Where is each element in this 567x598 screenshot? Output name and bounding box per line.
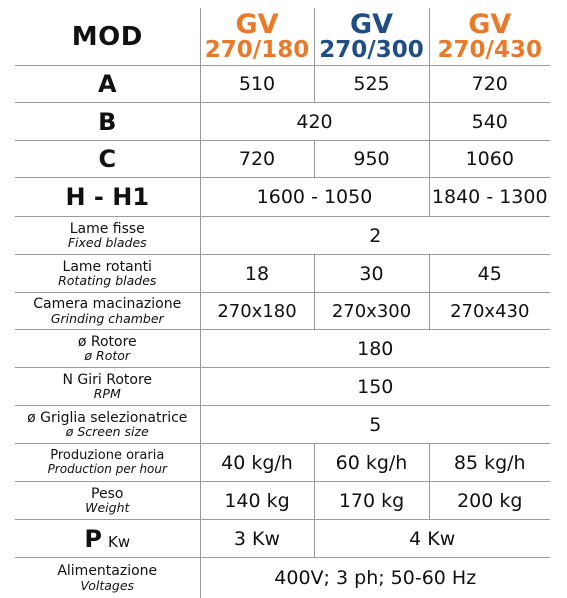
voltages-value: 400V; 3 ph; 50-60 Hz [274, 567, 476, 589]
row-production: Produzione oraria Production per hour 40… [15, 444, 550, 482]
rotating-blades-value-2: 30 [359, 263, 383, 285]
row-rotating-blades: Lame rotanti Rotating blades 18 30 45 [15, 255, 550, 293]
row-c-label: C [98, 145, 116, 173]
model-1-size: 270/180 [201, 39, 314, 62]
row-rotor: ø Rotore ø Rotor 180 [15, 330, 550, 368]
fixed-blades-value: 2 [369, 225, 381, 247]
production-label-en: Production per hour [15, 463, 200, 476]
weight-label-it: Peso [15, 487, 200, 502]
screen-size-label-it: ø Griglia selezionatrice [15, 411, 200, 426]
row-voltages: Alimentazione Voltages 400V; 3 ph; 50-60… [15, 558, 550, 598]
row-c-value-2: 950 [353, 148, 389, 170]
weight-value-3: 200 kg [457, 490, 522, 512]
row-a-value-3: 720 [472, 73, 508, 95]
rotor-label-en: ø Rotor [15, 349, 200, 362]
model-2-size: 270/300 [315, 39, 429, 62]
rotor-value: 180 [357, 338, 393, 360]
production-value-2: 60 kg/h [336, 452, 408, 474]
grinding-chamber-label-it: Camera macinazione [15, 297, 200, 312]
grinding-chamber-label-en: Grinding chamber [15, 312, 200, 325]
weight-label-en: Weight [15, 501, 200, 514]
production-value-1: 40 kg/h [221, 452, 293, 474]
header-row: MOD GV 270/180 GV 270/300 GV 270/430 [15, 8, 550, 66]
spec-table: MOD GV 270/180 GV 270/300 GV 270/430 A 5… [15, 8, 550, 598]
rpm-label-it: N Giri Rotore [15, 373, 200, 388]
row-h: H - H1 1600 - 1050 1840 - 1300 [15, 178, 550, 217]
model-header-3: GV 270/430 [429, 8, 550, 66]
power-value-shared: 4 Kw [409, 528, 455, 550]
row-fixed-blades: Lame fisse Fixed blades 2 [15, 217, 550, 255]
row-power: P Kw 3 Kw 4 Kw [15, 520, 550, 558]
power-unit: Kw [108, 533, 130, 551]
voltages-label-en: Voltages [15, 579, 200, 592]
mod-label: MOD [72, 22, 143, 52]
model-3-name: GV [430, 11, 551, 38]
row-c: C 720 950 1060 [15, 141, 550, 178]
grinding-chamber-value-3: 270x430 [450, 301, 529, 322]
row-a-label: A [98, 70, 117, 98]
mod-header-cell: MOD [15, 8, 200, 66]
grinding-chamber-value-1: 270x180 [217, 301, 296, 322]
row-a-value-1: 510 [239, 73, 275, 95]
screen-size-value: 5 [369, 414, 381, 436]
row-b: B 420 540 [15, 103, 550, 141]
row-h-label: H - H1 [65, 183, 149, 211]
production-value-3: 85 kg/h [454, 452, 526, 474]
row-rpm: N Giri Rotore RPM 150 [15, 368, 550, 406]
row-h-value-3: 1840 - 1300 [432, 186, 548, 208]
power-label: P [84, 525, 102, 553]
row-c-value-3: 1060 [466, 148, 514, 170]
production-label-it: Produzione oraria [15, 449, 200, 463]
voltages-label-it: Alimentazione [15, 564, 200, 579]
rotating-blades-label-en: Rotating blades [15, 274, 200, 287]
row-b-value-3: 540 [472, 111, 508, 133]
weight-value-2: 170 kg [339, 490, 404, 512]
rotating-blades-label-it: Lame rotanti [15, 260, 200, 275]
fixed-blades-label-en: Fixed blades [15, 236, 200, 249]
rotating-blades-value-1: 18 [245, 263, 269, 285]
row-a: A 510 525 720 [15, 66, 550, 103]
row-grinding-chamber: Camera macinazione Grinding chamber 270x… [15, 293, 550, 330]
row-b-label: B [98, 108, 116, 136]
model-1-name: GV [201, 11, 314, 38]
model-header-2: GV 270/300 [314, 8, 429, 66]
row-c-value-1: 720 [239, 148, 275, 170]
row-screen-size: ø Griglia selezionatrice ø Screen size 5 [15, 406, 550, 444]
row-weight: Peso Weight 140 kg 170 kg 200 kg [15, 482, 550, 520]
model-2-name: GV [315, 11, 429, 38]
model-3-size: 270/430 [430, 39, 551, 62]
weight-value-1: 140 kg [224, 490, 289, 512]
model-header-1: GV 270/180 [200, 8, 314, 66]
rpm-value: 150 [357, 376, 393, 398]
row-h-value-shared: 1600 - 1050 [257, 186, 373, 208]
rotating-blades-value-3: 45 [478, 263, 502, 285]
rpm-label-en: RPM [15, 387, 200, 400]
row-a-value-2: 525 [353, 73, 389, 95]
power-value-1: 3 Kw [234, 528, 280, 550]
grinding-chamber-value-2: 270x300 [332, 301, 411, 322]
rotor-label-it: ø Rotore [15, 335, 200, 350]
row-b-value-shared: 420 [296, 111, 332, 133]
screen-size-label-en: ø Screen size [15, 425, 200, 438]
fixed-blades-label-it: Lame fisse [15, 222, 200, 237]
